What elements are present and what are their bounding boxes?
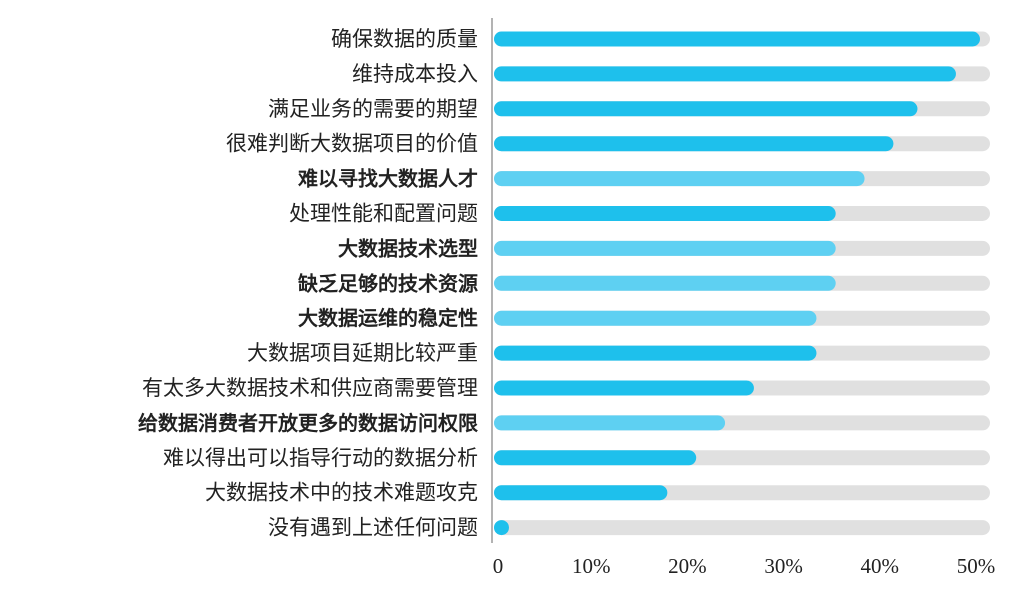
category-label: 给数据消费者开放更多的数据访问权限: [138, 411, 478, 435]
bar-track: [494, 520, 990, 536]
bar: [494, 101, 918, 117]
category-label: 有太多大数据技术和供应商需要管理: [142, 376, 478, 400]
category-label: 难以寻找大数据人才: [297, 167, 478, 191]
bar: [494, 450, 697, 466]
bar: [494, 66, 956, 82]
x-tick-label: 0: [493, 554, 504, 578]
x-tick-label: 40%: [861, 554, 900, 578]
bar: [494, 275, 836, 291]
bar: [494, 380, 754, 396]
bar: [494, 240, 836, 256]
category-label: 没有遇到上述任何问题: [268, 516, 478, 540]
bar: [494, 310, 817, 326]
category-label: 大数据技术选型: [338, 236, 478, 260]
category-labels: 确保数据的质量维持成本投入满足业务的需要的期望很难判断大数据项目的价值难以寻找大…: [138, 27, 478, 540]
category-label: 确保数据的质量: [331, 27, 478, 51]
x-tick-label: 10%: [572, 554, 611, 578]
bar: [494, 171, 865, 187]
bar: [494, 206, 836, 221]
bar: [494, 136, 894, 152]
bar: [494, 345, 817, 361]
bar: [494, 31, 980, 47]
bar: [494, 415, 726, 431]
category-label: 很难判断大数据项目的价值: [226, 132, 478, 156]
category-label: 难以得出可以指导行动的数据分析: [163, 446, 478, 470]
x-axis-tick-labels: 0 10% 20% 30% 40% 50%: [493, 554, 996, 578]
bars: [494, 31, 980, 536]
x-tick-label: 50%: [957, 554, 996, 578]
bar: [494, 520, 509, 536]
category-label: 维持成本投入: [352, 62, 478, 86]
category-label: 缺乏足够的技术资源: [298, 271, 478, 295]
x-tick-label: 20%: [668, 554, 707, 578]
category-label: 处理性能和配置问题: [289, 202, 478, 226]
category-label: 大数据技术中的技术难题攻克: [205, 481, 478, 505]
x-tick-label: 30%: [764, 554, 803, 578]
bar: [494, 485, 668, 501]
category-label: 大数据运维的稳定性: [298, 306, 478, 330]
category-label: 满足业务的需要的期望: [268, 97, 478, 121]
category-label: 大数据项目延期比较严重: [247, 341, 478, 365]
